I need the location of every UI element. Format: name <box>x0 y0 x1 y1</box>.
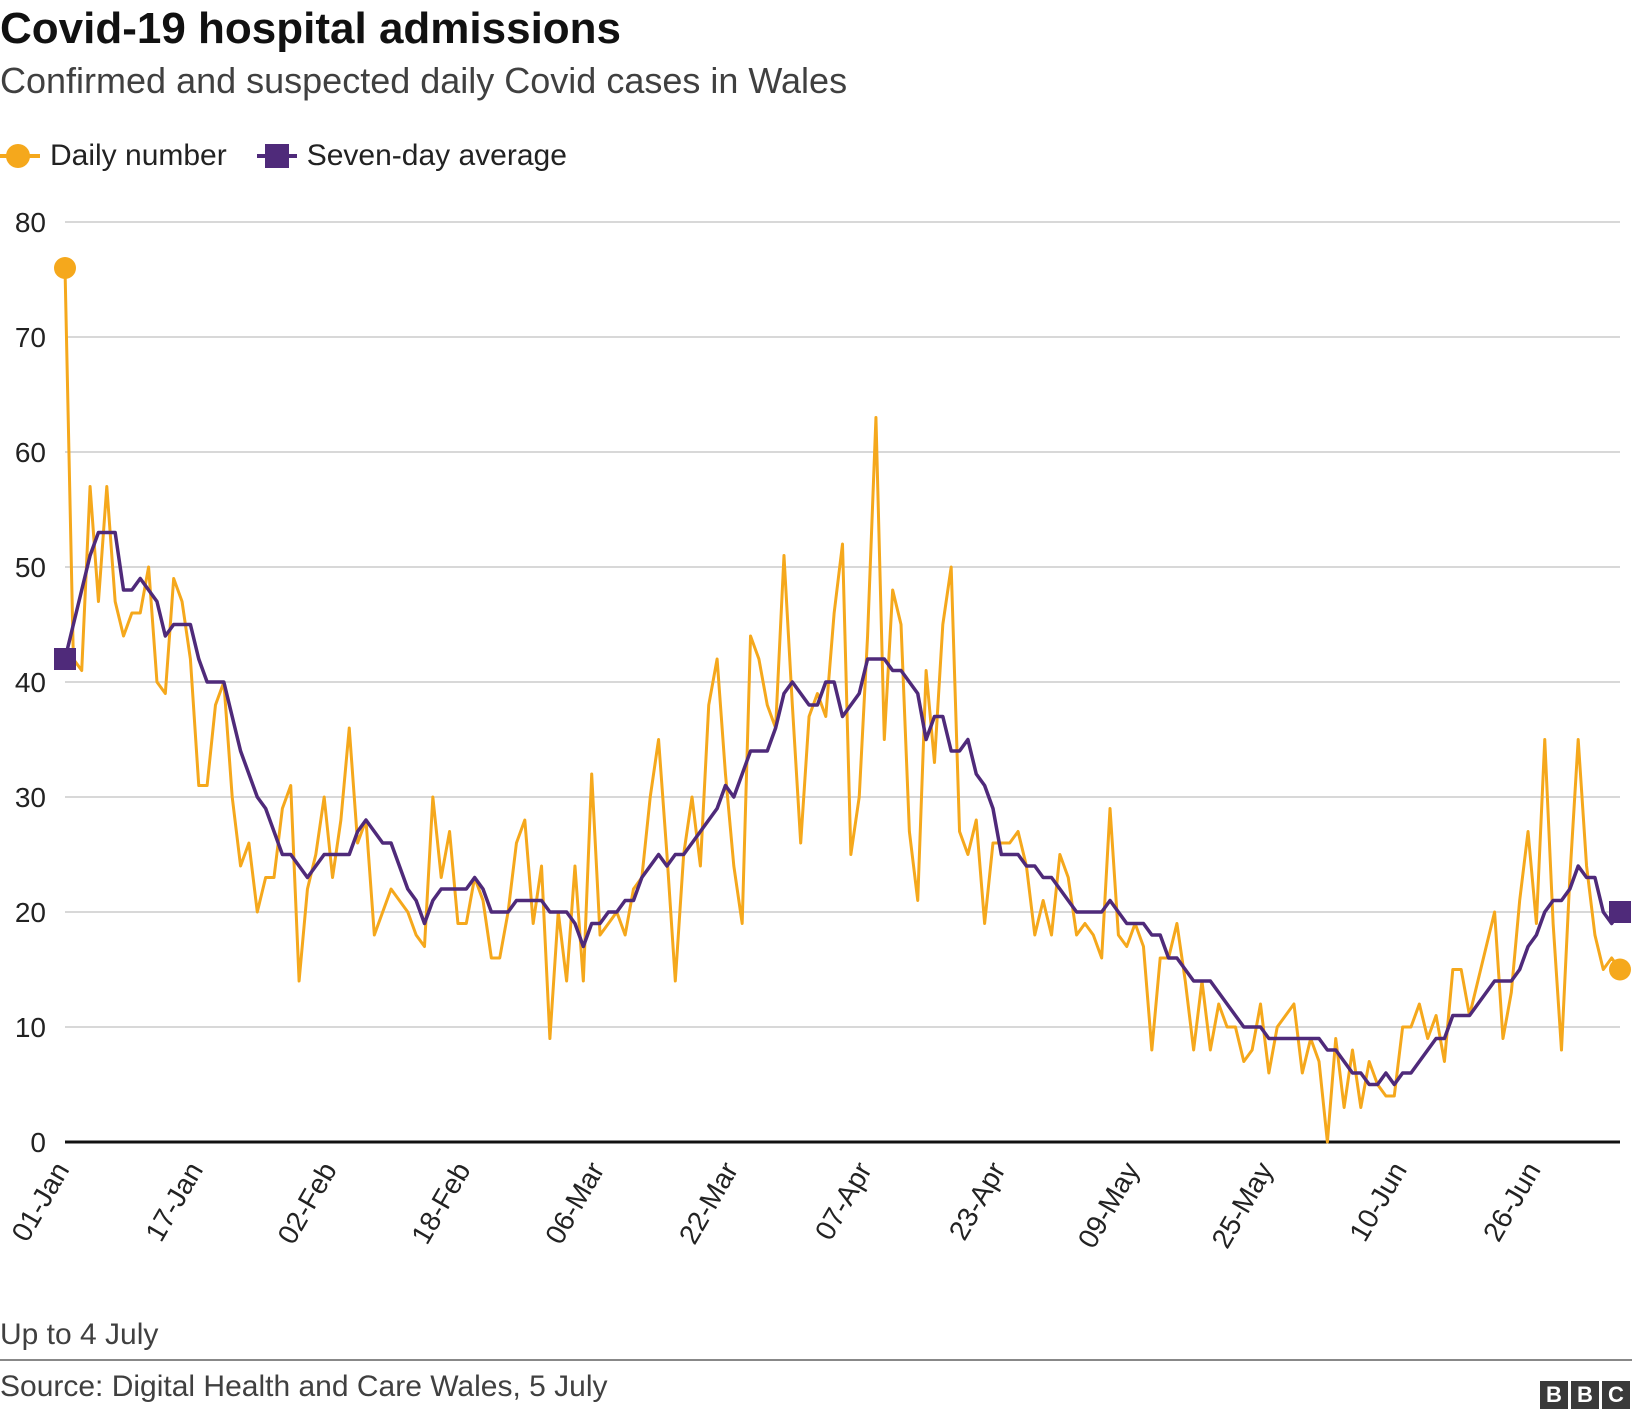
x-axis-ticks: 01-Jan 17-Jan 02-Feb 18-Feb 06-Mar 22-Mar 07-A… <box>6 1157 1547 1253</box>
square-marker-icon <box>256 142 297 170</box>
x-tick-label: 02-Feb <box>272 1157 343 1249</box>
x-tick-label: 09-May <box>1072 1157 1146 1253</box>
legend-label-seven-day-average: Seven-day average <box>306 139 567 172</box>
x-tick-label: 26-Jun <box>1477 1157 1547 1247</box>
daily-number-marker <box>1609 958 1631 981</box>
x-tick-label: 01-Jan <box>6 1157 76 1247</box>
legend: Daily number Seven-day average <box>0 136 597 176</box>
x-tick-label: 06-Mar <box>539 1157 610 1249</box>
legend-label-daily-number: Daily number <box>50 139 227 172</box>
circle-marker-icon <box>0 142 40 170</box>
series-line-daily-number <box>63 267 1622 1144</box>
x-tick-label: 10-Jun <box>1343 1157 1413 1247</box>
y-tick-label: 80 <box>15 207 46 238</box>
chart-title: Covid-19 hospital admissions <box>0 4 622 53</box>
legend-item-daily-number: Daily number <box>0 139 227 173</box>
series-markers <box>54 257 1631 981</box>
series-line-seven-day-average <box>63 530 1622 1087</box>
line-chart: 0 10 20 30 40 50 60 70 80 01-Jan 17-Jan 02-Feb 18-F… <box>6 207 1631 1253</box>
logo-letter: C <box>1602 1381 1630 1409</box>
x-tick-label: 23-Apr <box>943 1157 1012 1245</box>
seven-day-average-marker <box>54 648 76 670</box>
x-tick-label: 07-Apr <box>809 1157 878 1245</box>
daily-number-marker <box>54 257 76 279</box>
logo-letter: B <box>1540 1381 1568 1409</box>
footer-divider <box>0 1359 1632 1361</box>
seven-day-average-marker <box>1609 901 1631 923</box>
x-tick-label: 22-Mar <box>673 1157 744 1249</box>
x-tick-label: 18-Feb <box>405 1157 476 1249</box>
source-text: Source: Digital Health and Care Wales, 5… <box>0 1370 608 1403</box>
y-tick-label: 30 <box>15 782 46 813</box>
legend-item-seven-day-average: Seven-day average <box>256 139 567 173</box>
gridlines <box>65 221 1620 1144</box>
y-tick-label: 10 <box>15 1012 46 1043</box>
y-tick-label: 70 <box>15 322 46 353</box>
chart-note: Up to 4 July <box>0 1318 159 1351</box>
y-tick-label: 60 <box>15 437 46 468</box>
x-tick-label: 17-Jan <box>139 1157 209 1247</box>
series-lines <box>63 267 1622 1144</box>
bbc-logo: B B C <box>1537 1381 1630 1409</box>
y-tick-label: 0 <box>30 1127 46 1158</box>
y-tick-label: 40 <box>15 667 46 698</box>
y-axis-ticks: 0 10 20 30 40 50 60 70 80 <box>15 207 46 1158</box>
chart-subtitle: Confirmed and suspected daily Covid case… <box>0 60 848 101</box>
x-tick-label: 25-May <box>1206 1157 1280 1253</box>
logo-letter: B <box>1571 1381 1599 1409</box>
y-tick-label: 50 <box>15 552 46 583</box>
y-tick-label: 20 <box>15 897 46 928</box>
